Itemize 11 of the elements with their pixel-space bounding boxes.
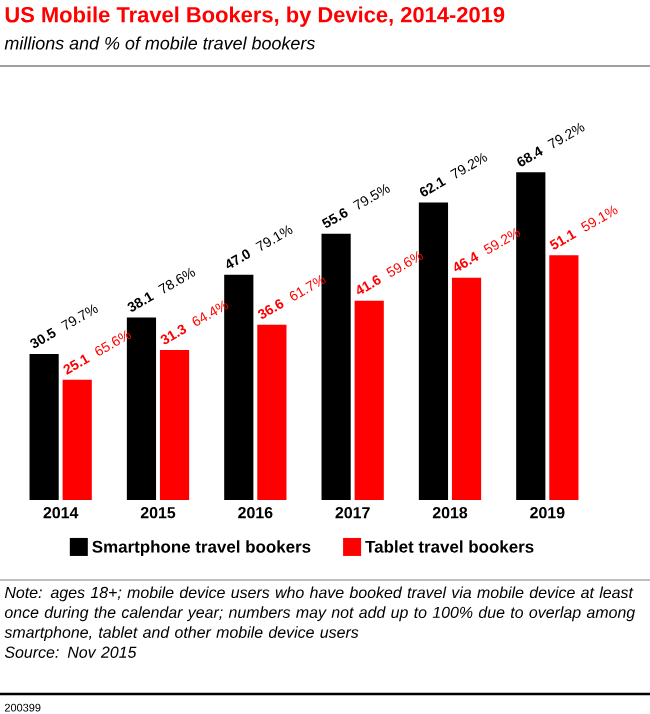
bar: [451, 277, 482, 500]
chart-subtitle: millions and % of mobile travel bookers: [4, 36, 315, 50]
bar: [29, 353, 59, 500]
legend-label: Smartphone travel bookers: [92, 540, 311, 557]
bar: [549, 255, 579, 500]
bar: [159, 350, 190, 500]
bar: [257, 324, 287, 500]
bar: [354, 300, 384, 500]
legend-label: Tablet travel bookers: [365, 540, 534, 553]
chart-title: US Mobile Travel Bookers, by Device, 2014-2019: [5, 6, 505, 27]
bar: [62, 379, 92, 500]
